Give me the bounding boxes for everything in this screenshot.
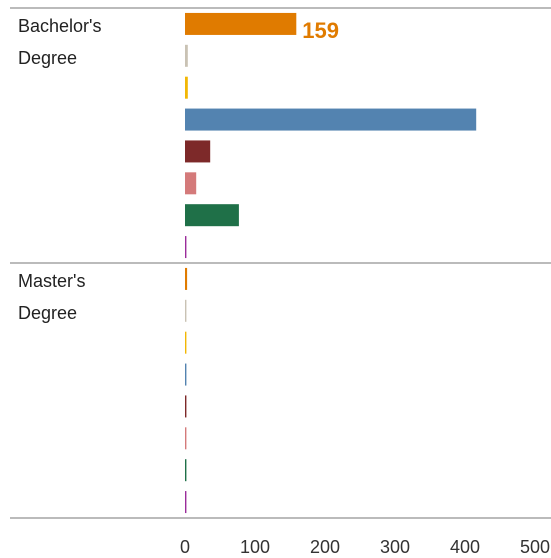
x-tick-label: 400 bbox=[450, 537, 480, 557]
bar bbox=[185, 236, 187, 259]
x-tick-label: 500 bbox=[520, 537, 550, 557]
bar bbox=[185, 267, 188, 290]
bar bbox=[185, 491, 187, 514]
bar bbox=[185, 459, 187, 482]
category-label: Bachelor's Degree bbox=[18, 16, 102, 68]
bar bbox=[185, 76, 188, 99]
x-tick-label: 100 bbox=[240, 537, 270, 557]
bar bbox=[185, 44, 188, 67]
x-tick-label: 300 bbox=[380, 537, 410, 557]
bar bbox=[185, 12, 297, 35]
x-tick-label: 0 bbox=[180, 537, 190, 557]
data-label: 159 bbox=[302, 18, 339, 43]
bar bbox=[185, 299, 187, 322]
bar bbox=[185, 395, 187, 418]
bar bbox=[185, 140, 211, 163]
bar bbox=[185, 204, 239, 227]
x-tick-label: 200 bbox=[310, 537, 340, 557]
bar bbox=[185, 363, 187, 386]
bar bbox=[185, 427, 187, 450]
bar bbox=[185, 331, 187, 354]
bar bbox=[185, 108, 477, 131]
category-label: Master's Degree bbox=[18, 271, 86, 323]
bar bbox=[185, 172, 197, 195]
